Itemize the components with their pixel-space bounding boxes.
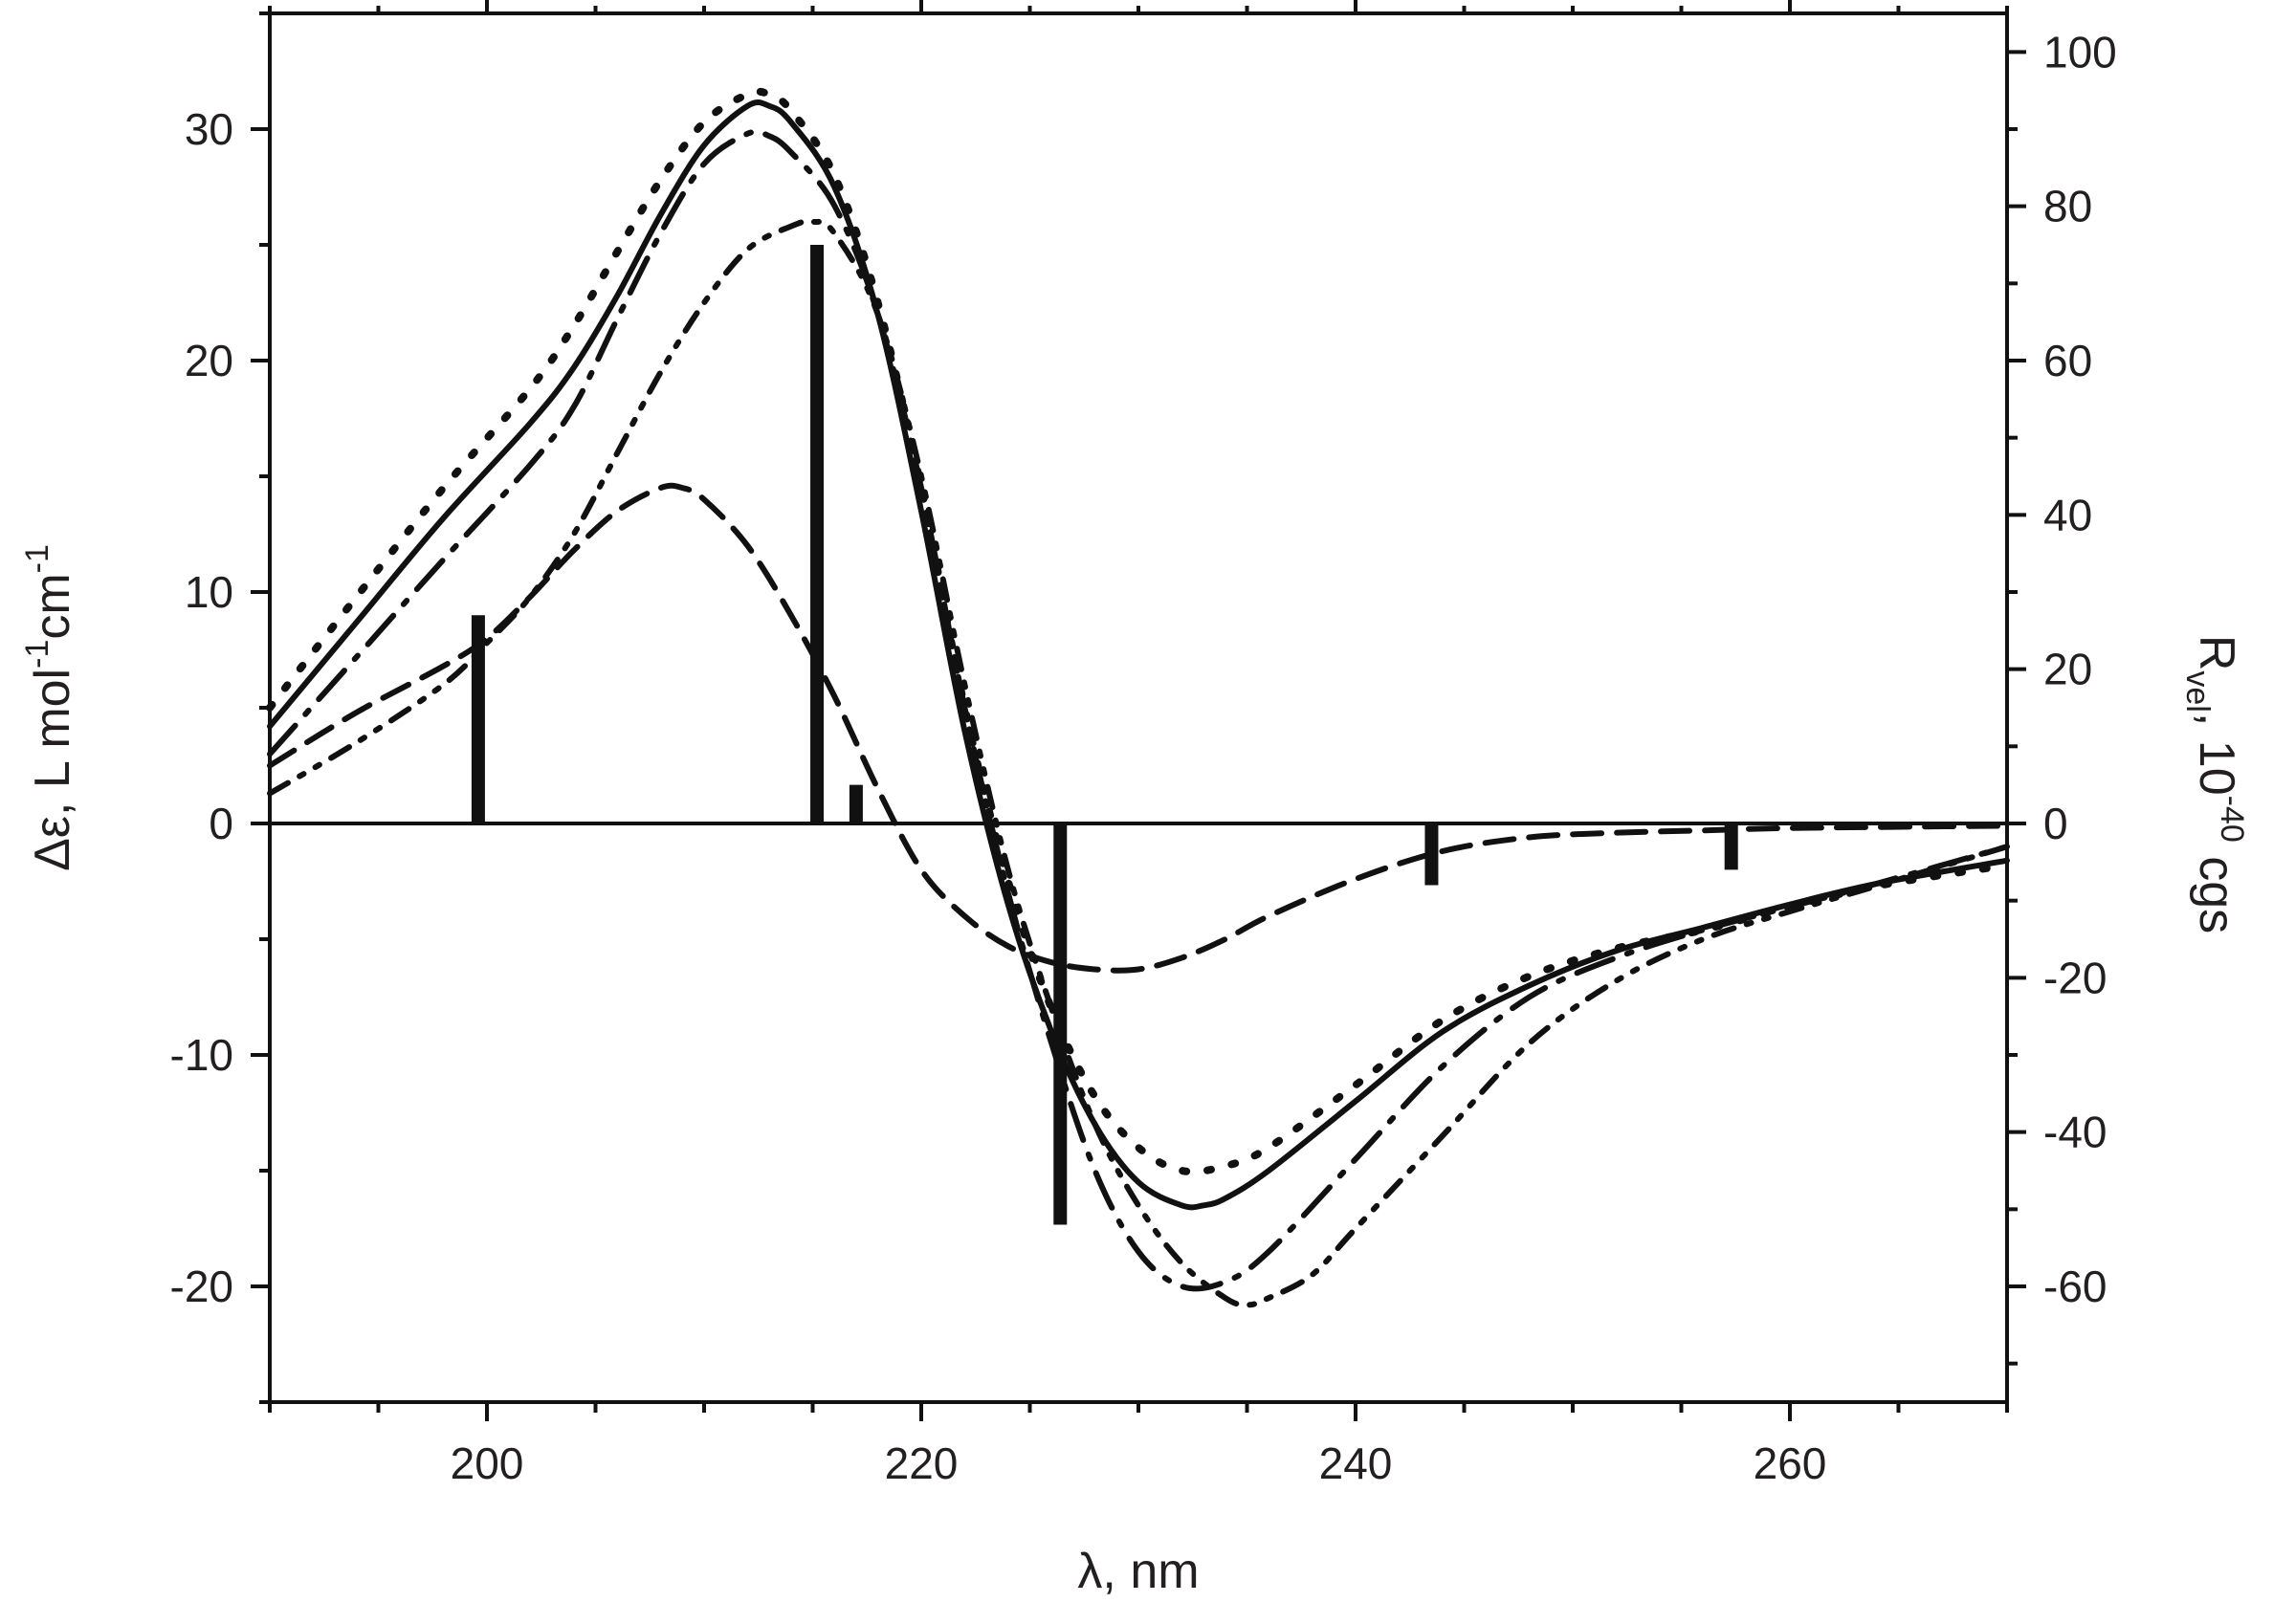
x-axis: 200 220 240 260 [268,0,2009,1488]
y-axis-title-mid: cm [25,573,80,639]
series-line-dashed [267,482,2010,974]
y2-tick-label: 80 [2043,182,2092,231]
y2-tick-label: -20 [2043,953,2107,1002]
x-tick-label: 260 [1754,1438,1827,1488]
y-tick-label: 20 [185,336,233,385]
y2-tick-label: 100 [2043,27,2117,77]
y-axis-right: -60 -40 -20 0 20 40 60 80 100 [2007,27,2117,1366]
series-line-dash-dot [267,128,2010,1292]
y-axis-title: Δε, L mol-1cm-1 [19,544,80,871]
y2-axis-title: Rvel, 10-40 cgs [2179,635,2250,933]
y2-axis-title-sub: vel [2179,670,2216,712]
x-axis-title: λ, nm [1077,1544,1199,1599]
series-line-dotted [266,87,2011,1176]
plot-frame [268,11,2009,1404]
y-tick-label: 30 [185,104,233,154]
y2-tick-label: 40 [2043,490,2092,539]
y-tick-label: -20 [170,1262,233,1311]
y2-tick-label: 60 [2043,336,2092,385]
stick-spectrum [471,245,1738,1225]
y2-axis-title-tail: cgs [2189,843,2244,933]
y-axis-title-base: Δε, L mol [25,669,80,871]
x-tick-label: 220 [885,1438,959,1488]
y-tick-label: 10 [185,567,233,617]
y2-tick-label: -40 [2043,1108,2107,1157]
y2-tick-label: 0 [2043,799,2068,848]
y2-tick-label: 20 [2043,645,2092,694]
y-axis-left: -20 -10 0 10 20 30 [170,11,270,1404]
y-axis-title-sup2: -1 [19,544,55,573]
x-tick-label: 240 [1319,1438,1393,1488]
y-tick-label: 0 [209,799,233,848]
x-tick-label: 200 [451,1438,524,1488]
y2-axis-title-sup: -40 [2214,796,2250,843]
y2-axis-title-base: R [2189,635,2244,671]
y-tick-label: -10 [170,1030,233,1080]
plot-lines [266,87,2011,1308]
series-line-solid [267,99,2010,1211]
y2-tick-label: -60 [2043,1262,2107,1311]
y2-axis-title-mid: , 10 [2189,713,2244,796]
y-axis-title-sup1: -1 [19,640,55,669]
series-line-dash-dot-dot [267,218,2010,1308]
